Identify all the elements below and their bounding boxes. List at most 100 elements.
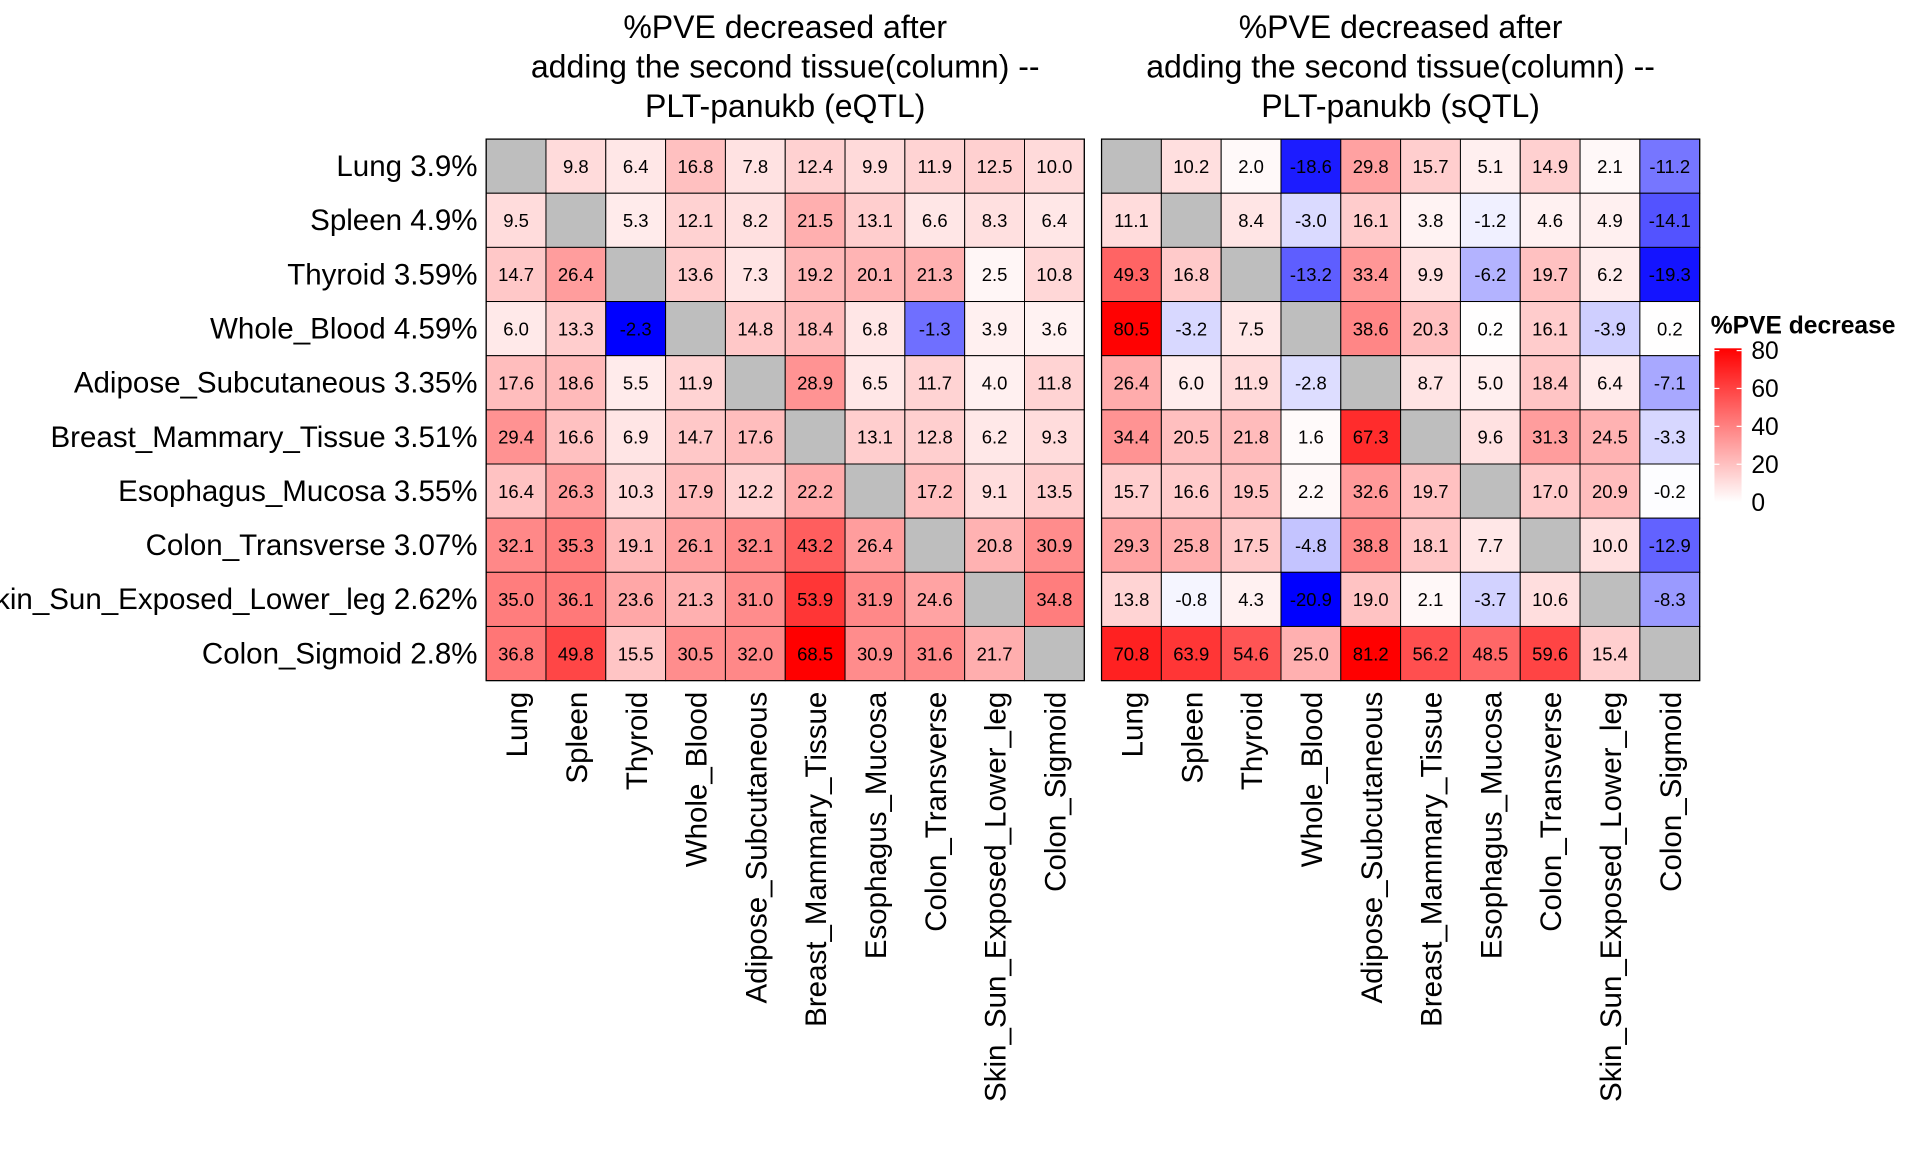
heatmap-cell: [1160, 625, 1222, 682]
heatmap-cell: [605, 625, 667, 682]
cell-label: 17.2: [917, 481, 953, 502]
heatmap-cell: [665, 355, 726, 411]
cell-label: 17.6: [737, 427, 773, 448]
heatmap-cell: [1400, 246, 1461, 303]
cell-label: 15.7: [1113, 481, 1149, 502]
cell-label: 8.7: [1418, 373, 1444, 394]
heatmap-cell: [1639, 409, 1701, 465]
cell-label: 16.1: [1532, 318, 1568, 339]
heatmap-cell: [1101, 517, 1162, 573]
heatmap-cell: [1639, 571, 1701, 627]
cell-label: 10.0: [1036, 156, 1072, 177]
cell-label: 3.8: [1418, 210, 1444, 231]
cell-label: 10.0: [1592, 535, 1628, 556]
heatmap-cell: [1101, 246, 1162, 303]
panel-title: PLT-panukb (eQTL): [645, 88, 925, 124]
heatmap-cell: [904, 355, 966, 411]
heatmap-cell: [1340, 463, 1402, 519]
cell-label: 13.8: [1113, 589, 1149, 610]
cell-label: 49.3: [1113, 264, 1149, 285]
cell-label: -1.2: [1474, 210, 1506, 231]
cell-label: 15.5: [618, 643, 654, 664]
panel-title: PLT-panukb (sQTL): [1261, 88, 1540, 124]
cell-label: 18.1: [1413, 535, 1449, 556]
cell-label: 30.9: [857, 643, 893, 664]
cell-label: 7.8: [742, 156, 768, 177]
cell-label: 31.6: [917, 643, 953, 664]
heatmap-cell: [1160, 517, 1222, 573]
heatmap-cell: [1639, 246, 1701, 303]
column-label: Colon_Sigmoid: [1655, 692, 1688, 892]
column-label: Skin_Sun_Exposed_Lower_leg: [1595, 692, 1628, 1102]
heatmap-cell: [545, 246, 607, 303]
heatmap-cell: [545, 571, 607, 627]
missing-cell: [1400, 409, 1461, 465]
cell-label: 35.3: [558, 535, 594, 556]
missing-cell: [545, 192, 607, 248]
cell-label: 20.8: [977, 535, 1013, 556]
cell-label: 25.0: [1293, 643, 1329, 664]
heatmap-cell: [784, 625, 846, 682]
cell-label: 9.8: [563, 156, 589, 177]
cell-label: -12.9: [1649, 535, 1691, 556]
heatmap-cell: [1639, 138, 1701, 194]
cell-label: 17.0: [1532, 481, 1568, 502]
missing-cell: [844, 463, 906, 519]
heatmap-cell: [1579, 517, 1641, 573]
cell-label: 26.3: [558, 481, 594, 502]
cell-label: 29.4: [498, 427, 534, 448]
heatmap-cell: [485, 409, 547, 465]
cell-label: 12.8: [917, 427, 953, 448]
heatmap-cell: [1519, 409, 1581, 465]
cell-label: 6.4: [1042, 210, 1068, 231]
cell-label: 31.3: [1532, 427, 1568, 448]
heatmap-cell: [1024, 192, 1085, 248]
missing-cell: [665, 301, 726, 357]
heatmap-cell: [1160, 301, 1222, 357]
heatmap-cell: [1519, 463, 1581, 519]
cell-label: 4.0: [982, 373, 1008, 394]
cell-label: 19.2: [797, 264, 833, 285]
heatmap-cell: [1101, 192, 1162, 248]
cell-label: 28.9: [797, 373, 833, 394]
heatmap-cell: [1400, 625, 1461, 682]
cell-label: 68.5: [797, 643, 833, 664]
cell-label: 17.9: [678, 481, 714, 502]
cell-label: 10.3: [618, 481, 654, 502]
cell-label: 21.7: [977, 643, 1013, 664]
column-label: Colon_Transverse: [920, 692, 953, 932]
cell-label: 54.6: [1233, 643, 1269, 664]
missing-cell: [1519, 517, 1581, 573]
cell-label: 49.8: [558, 643, 594, 664]
cell-label: 13.3: [558, 318, 594, 339]
heatmap-cell: [1459, 301, 1521, 357]
cell-label: -2.3: [620, 318, 652, 339]
cell-label: 19.7: [1532, 264, 1568, 285]
heatmap-cell: [485, 192, 547, 248]
heatmap-cell: [485, 246, 547, 303]
heatmap-cell: [545, 625, 607, 682]
heatmap-cell: [904, 625, 966, 682]
cell-label: 16.8: [1173, 264, 1209, 285]
row-label: Colon_Transverse 3.07%: [146, 529, 478, 562]
cell-label: 29.8: [1353, 156, 1389, 177]
cell-label: -14.1: [1649, 210, 1691, 231]
cell-label: 34.4: [1113, 427, 1149, 448]
heatmap-cell: [1160, 246, 1222, 303]
heatmap-cell: [844, 625, 906, 682]
cell-label: 4.6: [1537, 210, 1563, 231]
heatmap-cell: [665, 192, 726, 248]
cell-label: -18.6: [1290, 156, 1332, 177]
heatmap-cell: [1220, 301, 1282, 357]
cell-label: 30.5: [678, 643, 714, 664]
cell-label: 18.4: [1532, 373, 1568, 394]
cell-label: 53.9: [797, 589, 833, 610]
row-label: Skin_Sun_Exposed_Lower_leg 2.62%: [0, 583, 478, 616]
heatmap-cell: [1459, 192, 1521, 248]
heatmap-cell: [1340, 192, 1402, 248]
cell-label: 2.2: [1298, 481, 1324, 502]
column-label: Spleen: [561, 692, 594, 784]
heatmap-cell: [1400, 571, 1461, 627]
column-label: Whole_Blood: [681, 692, 714, 868]
